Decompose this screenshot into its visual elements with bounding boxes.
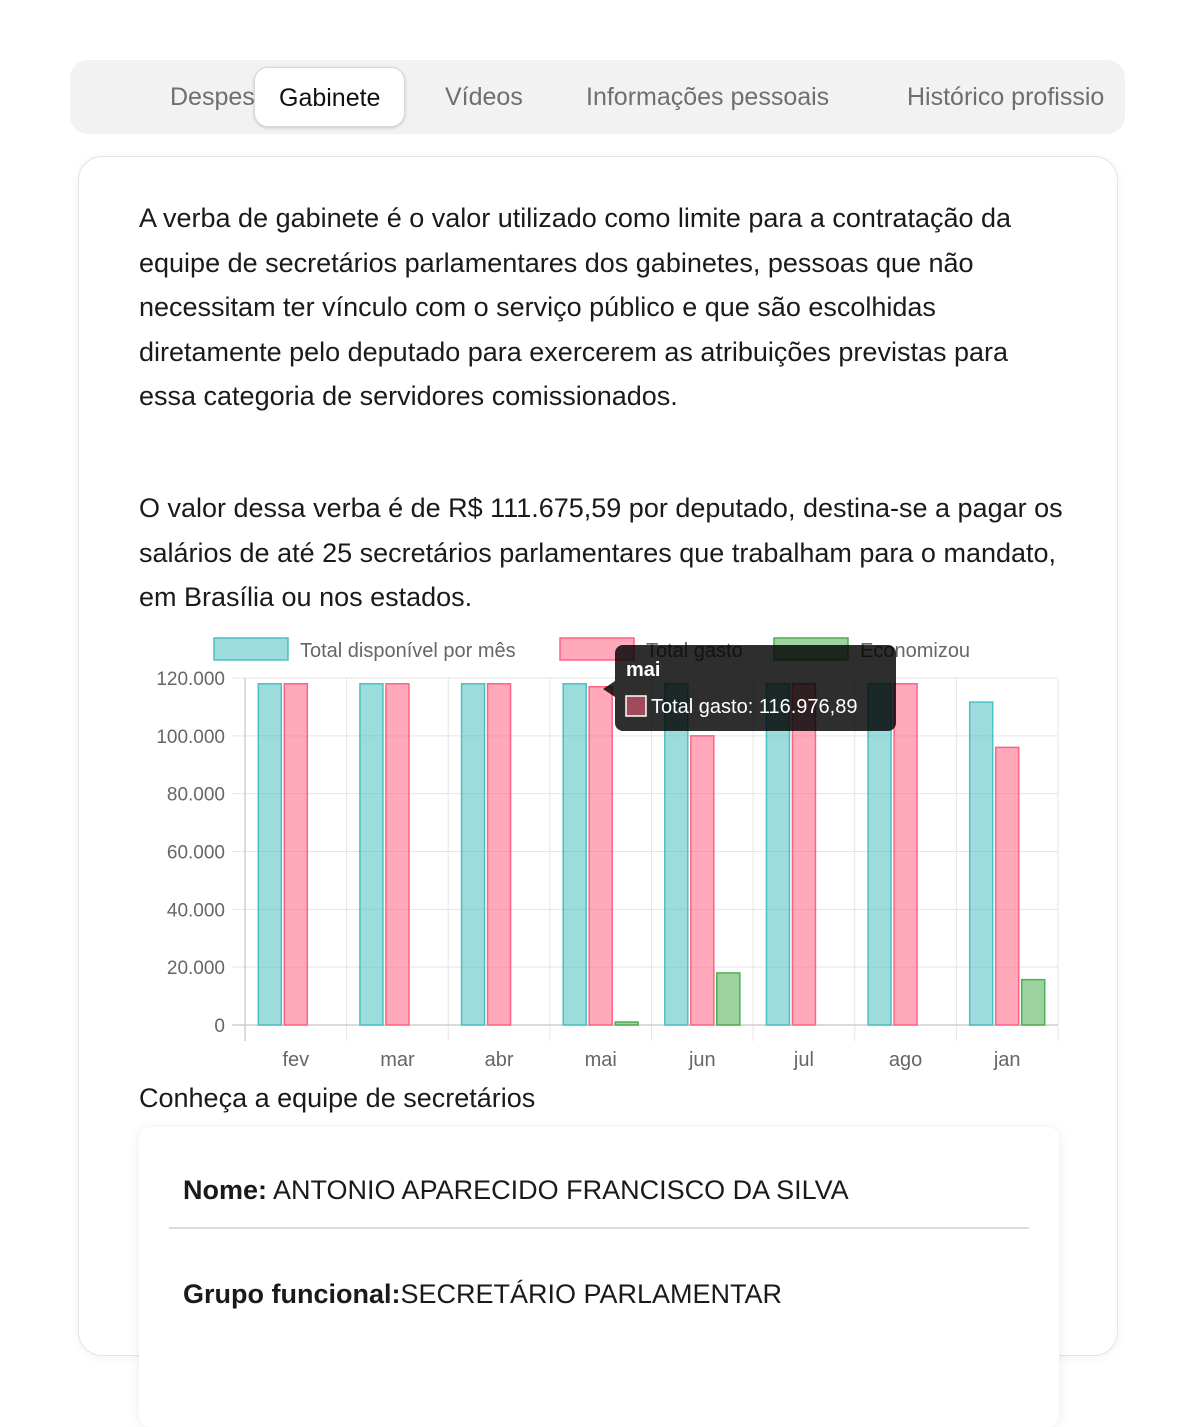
gabinete-card: A verba de gabinete é o valor utilizado … bbox=[78, 156, 1119, 1427]
secretary-card: Nome: ANTONIO APARECIDO FRANCISCO DA SIL… bbox=[139, 1127, 1059, 1427]
tooltip-caret bbox=[603, 681, 615, 697]
tab-gabinete[interactable]: Gabinete bbox=[254, 67, 406, 127]
intro-paragraph: A verba de gabinete é o valor utilizado … bbox=[139, 203, 1012, 412]
bar-jan-2 bbox=[1020, 978, 1046, 1026]
bar-jun-2 bbox=[716, 972, 741, 1026]
bar-abr-0 bbox=[460, 683, 486, 1026]
tooltip bbox=[615, 645, 896, 731]
tooltip-title: mai bbox=[626, 659, 660, 681]
y-tick-label: 80.000 bbox=[167, 785, 225, 806]
bar-fev-0 bbox=[257, 683, 283, 1026]
bar-mai-1 bbox=[588, 685, 613, 1026]
legend-label: Total disponível por mês bbox=[300, 640, 516, 662]
y-tick-label: 120.000 bbox=[156, 669, 225, 690]
bar-jan-1 bbox=[994, 746, 1020, 1026]
tooltip-label: Total gasto: 116.976,89 bbox=[651, 696, 857, 718]
bar-mai-2 bbox=[614, 1021, 639, 1026]
secretary-group: Grupo funcional:SECRETÁRIO PARLAMENTAR bbox=[183, 1279, 782, 1310]
secretary-name: Nome: ANTONIO APARECIDO FRANCISCO DA SIL… bbox=[183, 1175, 849, 1206]
bar-jul-0 bbox=[765, 683, 791, 1026]
budget-paragraph: O valor dessa verba é de R$ 111.675,59 p… bbox=[139, 493, 1063, 613]
bar-mar-1 bbox=[385, 683, 410, 1026]
tab-informacoes-pessoais[interactable]: Informações pessoais bbox=[586, 83, 830, 111]
gabinete-chart[interactable]: 0 20.000 40.000 60.000 80.000 100.000 120.000 f… bbox=[79, 157, 1119, 1087]
y-tick-label: 60.000 bbox=[167, 843, 225, 864]
divider bbox=[169, 1227, 1029, 1229]
name-value: ANTONIO APARECIDO FRANCISCO DA SILVA bbox=[273, 1175, 849, 1205]
x-tick-label: jan bbox=[993, 1049, 1021, 1071]
x-tick-label: mai bbox=[585, 1049, 617, 1071]
bar-abr-1 bbox=[486, 683, 512, 1026]
legend-swatch bbox=[213, 637, 289, 661]
bar-jun-1 bbox=[690, 735, 715, 1026]
tab-videos[interactable]: Vídeos bbox=[445, 83, 523, 111]
group-value: SECRETÁRIO PARLAMENTAR bbox=[400, 1279, 783, 1309]
name-label: Nome: bbox=[183, 1175, 268, 1205]
y-tick-label: 0 bbox=[214, 1016, 225, 1037]
x-tick-label: abr bbox=[485, 1049, 514, 1071]
tab-historico-profissional[interactable]: Histórico profissio bbox=[907, 83, 1105, 111]
tooltip-swatch bbox=[625, 695, 647, 717]
x-tick-label: mar bbox=[380, 1049, 415, 1071]
x-tick-label: ago bbox=[889, 1049, 922, 1071]
y-tick-label: 40.000 bbox=[167, 900, 225, 921]
tab-bar: Despesas Gabinete Vídeos Informações pes… bbox=[70, 60, 1125, 134]
bar-jul-1 bbox=[791, 683, 817, 1026]
y-tick-label: 20.000 bbox=[167, 958, 225, 979]
team-section-title: Conheça a equipe de secretários bbox=[139, 1083, 536, 1113]
bar-mai-0 bbox=[562, 683, 587, 1026]
group-label: Grupo funcional: bbox=[183, 1279, 401, 1309]
x-tick-label: fev bbox=[282, 1049, 309, 1071]
y-tick-label: 100.000 bbox=[156, 727, 225, 748]
bar-ago-0 bbox=[867, 683, 892, 1026]
x-tick-label: jun bbox=[688, 1049, 716, 1071]
bar-mar-0 bbox=[359, 683, 384, 1026]
bar-jan-0 bbox=[968, 701, 994, 1026]
x-tick-label: jul bbox=[793, 1049, 814, 1071]
bar-jun-0 bbox=[664, 683, 689, 1026]
bar-ago-1 bbox=[893, 683, 918, 1026]
bar-fev-1 bbox=[283, 683, 309, 1026]
